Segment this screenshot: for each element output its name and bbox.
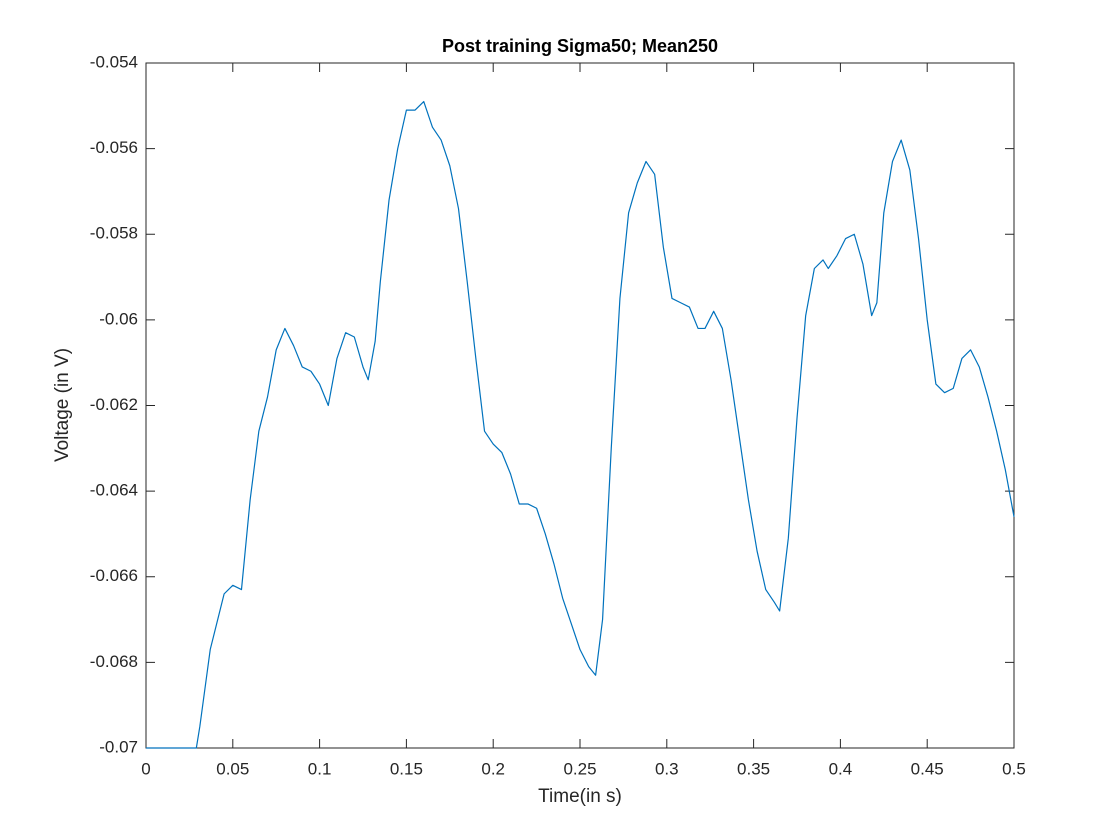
y-tick-label: -0.066: [90, 566, 138, 585]
x-tick-label: 0.4: [829, 759, 853, 778]
y-axis-label: Voltage (in V): [52, 348, 73, 462]
x-tick-label: 0.25: [563, 759, 596, 778]
y-tick-label: -0.058: [90, 224, 138, 243]
x-tick-label: 0.3: [655, 759, 679, 778]
x-tick-label: 0.45: [911, 759, 944, 778]
x-tick-label: 0.1: [308, 759, 332, 778]
x-tick-label: 0: [141, 759, 150, 778]
axes-box: [145, 62, 1015, 749]
y-tick-label: -0.07: [99, 737, 138, 756]
x-axis-label: Time(in s): [538, 786, 622, 807]
data-line: [146, 100, 1015, 749]
y-tick-label: -0.068: [90, 652, 138, 671]
y-tick-label: -0.06: [99, 309, 138, 328]
x-tick-label: 0.15: [390, 759, 423, 778]
x-tick-label: 0.35: [737, 759, 770, 778]
x-tick-label: 0.2: [481, 759, 505, 778]
chart-title: Post training Sigma50; Mean250: [442, 36, 718, 56]
x-tick-label: 0.5: [1002, 759, 1026, 778]
y-tick-label: -0.054: [90, 52, 138, 71]
y-tick-label: -0.056: [90, 138, 138, 157]
x-tick-label: 0.05: [216, 759, 249, 778]
y-tick-label: -0.064: [90, 481, 138, 500]
y-tick-label: -0.062: [90, 395, 138, 414]
